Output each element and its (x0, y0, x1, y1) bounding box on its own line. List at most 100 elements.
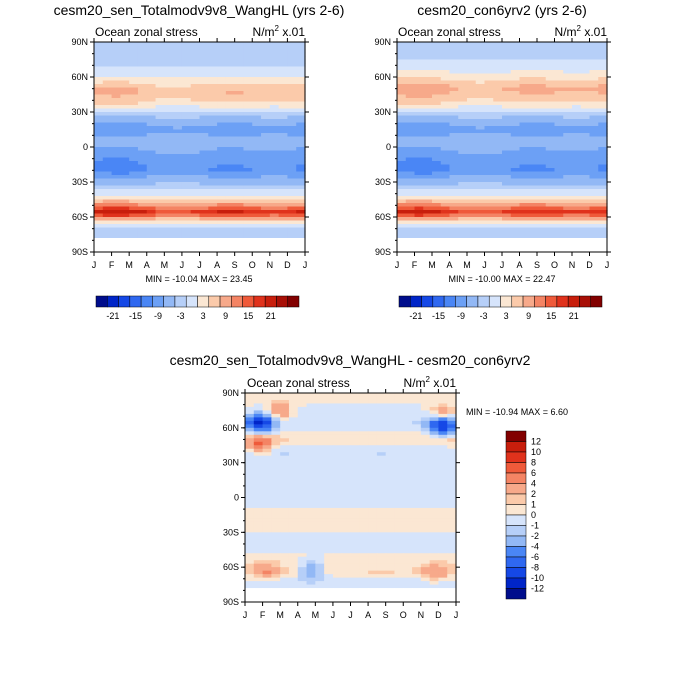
panel-2-cell (484, 105, 494, 110)
panel-1-cell (234, 122, 245, 127)
panel-2-cell (589, 178, 599, 183)
panel-3-cell (341, 431, 352, 436)
panel-3-cell (324, 424, 334, 429)
panel-2-cell (554, 98, 564, 103)
panel-2-cell (414, 182, 424, 187)
panel-1-cell (129, 220, 139, 225)
panel-1-cell (234, 185, 245, 190)
panel-2-cell (405, 154, 416, 159)
panel-2-cell (484, 108, 494, 113)
panel-1-cell (252, 220, 262, 225)
panel-2-cell (554, 168, 564, 173)
panel-1-cell (287, 150, 297, 155)
panel-1-cell (278, 161, 289, 166)
panel-1-cell (164, 210, 174, 215)
panel-1-cell (217, 217, 227, 222)
panel-2-cell (554, 119, 564, 124)
panel-2-cell (528, 199, 538, 204)
panel-1-cell (208, 59, 218, 64)
panel-1-cell (199, 241, 209, 246)
panel-1-colorbar-box (208, 295, 221, 308)
panel-2-cell (572, 196, 582, 201)
panel-2-cell (458, 52, 468, 57)
panel-3-cell (403, 521, 413, 526)
panel-2-cell (414, 98, 424, 103)
panel-3-cell (306, 406, 316, 412)
panel-2-cell (510, 115, 521, 120)
panel-1-cell (111, 45, 121, 50)
panel-2-cell (598, 105, 608, 110)
panel-3-cell (253, 459, 264, 464)
panel-3-cell (280, 448, 290, 453)
panel-3-cell (394, 396, 404, 401)
panel-2-cell (598, 94, 608, 99)
panel-3-cell (253, 546, 264, 551)
panel-1-cell (217, 133, 227, 138)
panel-1-cell (190, 77, 201, 82)
panel-2-cell (537, 94, 547, 99)
panel-3-cell (324, 514, 334, 519)
panel-1-cell (225, 157, 236, 162)
panel-2-cell (598, 224, 608, 229)
panel-1-cell (269, 168, 280, 173)
panel-1-cell (199, 238, 209, 243)
panel-2-cell (493, 133, 503, 138)
panel-3-cell (288, 539, 299, 544)
panel-2-cell (467, 101, 477, 106)
panel-2-cell (467, 210, 477, 215)
panel-1-cell (94, 122, 104, 127)
panel-2-cell (554, 52, 564, 57)
panel-2-cell (440, 189, 451, 194)
panel-1-cell (190, 248, 201, 253)
panel-2-cell (432, 217, 442, 222)
panel-3-cell (271, 427, 281, 432)
panel-3-cell (324, 434, 334, 439)
panel-3-cell (368, 504, 378, 509)
panel-2-cell (537, 42, 547, 47)
panel-2-cell (598, 115, 608, 120)
panel-3-cell (376, 424, 387, 429)
panel-1-cell (225, 171, 236, 176)
panel-3-cell (385, 434, 396, 439)
panel-3-cell (412, 403, 422, 408)
panel-1-cell (111, 241, 121, 246)
panel-3-ytick-label: 60N (222, 423, 239, 433)
panel-3-cell (394, 452, 404, 457)
panel-2-cell (475, 203, 486, 208)
panel-1-cell (269, 248, 280, 253)
panel-1-cell (252, 73, 262, 78)
panel-2-cell (563, 220, 573, 225)
panel-3-cell (447, 399, 457, 405)
panel-3-cell (420, 504, 431, 509)
panel-2-cell (537, 210, 547, 215)
panel-3-cell (359, 459, 369, 464)
panel-2-cell (493, 189, 503, 194)
panel-3-cell (376, 556, 387, 561)
panel-3-cell (245, 462, 255, 467)
panel-1-cell (173, 87, 183, 92)
panel-1-cell (173, 213, 183, 218)
panel-1-cell (208, 119, 218, 124)
panel-2-cell (423, 66, 433, 71)
panel-2-cell (545, 73, 556, 78)
panel-1-cell (278, 136, 289, 141)
panel-3-cell (245, 553, 255, 558)
panel-3-cell (376, 521, 387, 526)
panel-1-cell (287, 206, 297, 211)
panel-1-cell (261, 175, 271, 180)
panel-1-cell (146, 220, 157, 225)
panel-1-cell (102, 238, 113, 243)
panel-3-cell (350, 462, 360, 467)
panel-1-cell (102, 143, 113, 148)
panel-3-cell (429, 518, 440, 523)
panel-2-cell (572, 210, 582, 215)
panel-1-cell (252, 70, 262, 75)
panel-2-cell (432, 196, 442, 201)
panel-2-cell (414, 210, 424, 215)
panel-2-cell (545, 126, 556, 131)
panel-2-cell (440, 182, 451, 187)
panel-1-cell (120, 91, 130, 96)
panel-3-cell (332, 396, 343, 401)
panel-3-cell (315, 556, 325, 561)
panel-1-cell (296, 143, 306, 148)
